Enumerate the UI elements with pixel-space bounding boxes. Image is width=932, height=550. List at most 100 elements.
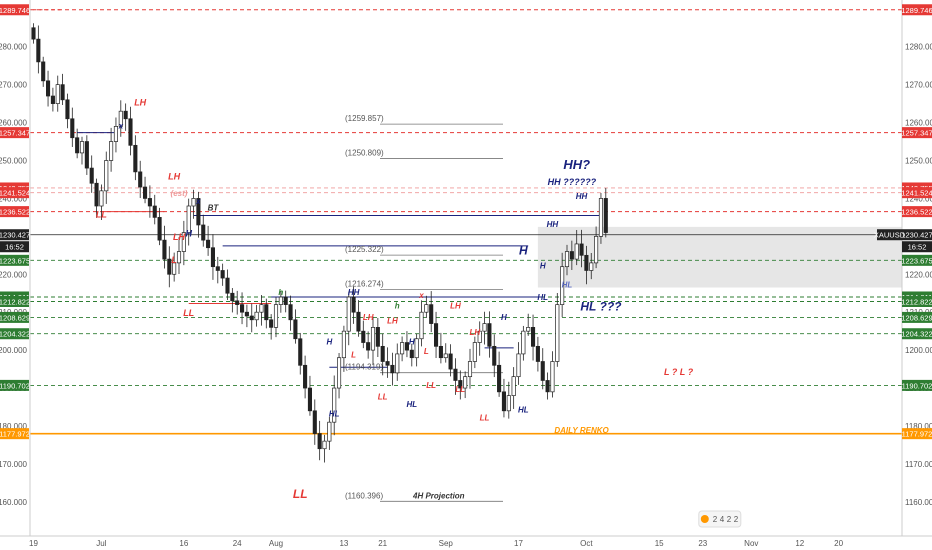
candle[interactable] <box>283 296 288 305</box>
candle[interactable] <box>41 61 46 82</box>
price-tag[interactable] <box>902 295 932 307</box>
candle[interactable] <box>181 232 186 252</box>
candle[interactable] <box>327 421 332 442</box>
candle[interactable] <box>201 224 206 241</box>
candle[interactable] <box>419 311 424 340</box>
candle[interactable] <box>322 440 327 450</box>
price-tag[interactable] <box>0 428 29 440</box>
candle[interactable] <box>264 304 269 321</box>
candle[interactable] <box>574 243 579 260</box>
candle[interactable] <box>550 361 555 393</box>
candle[interactable] <box>128 118 133 146</box>
candle[interactable] <box>380 345 385 362</box>
candle[interactable] <box>438 345 443 359</box>
candle[interactable] <box>467 361 473 378</box>
candle[interactable] <box>60 84 65 101</box>
candle[interactable] <box>530 327 536 347</box>
candle[interactable] <box>307 387 313 412</box>
candle[interactable] <box>516 353 521 378</box>
candle[interactable] <box>196 198 201 226</box>
candle[interactable] <box>31 27 36 40</box>
candle[interactable] <box>240 304 245 313</box>
candle[interactable] <box>167 258 172 275</box>
candle[interactable] <box>589 262 594 271</box>
price-tag[interactable] <box>0 187 29 199</box>
candle[interactable] <box>584 254 589 271</box>
current-price-tag[interactable] <box>902 229 932 241</box>
candle[interactable] <box>540 361 545 381</box>
candle[interactable] <box>482 323 487 332</box>
candle[interactable] <box>303 364 308 389</box>
price-tag[interactable] <box>902 4 932 16</box>
candle[interactable] <box>400 342 405 355</box>
candle[interactable] <box>84 141 89 169</box>
candle[interactable] <box>79 141 85 154</box>
candle[interactable] <box>152 205 157 218</box>
candle[interactable] <box>230 292 235 302</box>
price-tag[interactable] <box>0 311 29 323</box>
candle[interactable] <box>390 364 395 374</box>
candle[interactable] <box>492 345 497 366</box>
candle[interactable] <box>235 300 240 305</box>
candle[interactable] <box>99 190 104 207</box>
candle[interactable] <box>288 304 293 321</box>
price-tag[interactable] <box>902 379 932 391</box>
candle[interactable] <box>487 323 492 347</box>
candle[interactable] <box>172 262 177 275</box>
candle[interactable] <box>254 311 259 321</box>
candle[interactable] <box>118 110 123 127</box>
candle[interactable] <box>448 353 453 370</box>
candle[interactable] <box>138 171 143 188</box>
candle[interactable] <box>356 311 361 332</box>
candle[interactable] <box>366 342 371 351</box>
candle[interactable] <box>186 205 191 233</box>
candle[interactable] <box>341 330 346 359</box>
candle[interactable] <box>157 217 162 241</box>
candle[interactable] <box>312 410 317 434</box>
candle[interactable] <box>259 304 264 313</box>
candle[interactable] <box>501 391 507 412</box>
candle[interactable] <box>361 330 366 343</box>
price-tag[interactable] <box>0 4 29 16</box>
price-tag[interactable] <box>0 127 29 139</box>
price-tag[interactable] <box>902 428 932 440</box>
candle[interactable] <box>65 99 70 120</box>
candle[interactable] <box>429 304 434 324</box>
price-tag[interactable] <box>902 254 932 266</box>
candle[interactable] <box>123 110 128 120</box>
candle[interactable] <box>278 296 283 305</box>
candle[interactable] <box>220 270 225 279</box>
candle[interactable] <box>511 376 516 396</box>
candle[interactable] <box>555 304 560 362</box>
candle[interactable] <box>545 380 550 393</box>
candle[interactable] <box>75 137 80 154</box>
candle[interactable] <box>526 327 531 332</box>
price-tag[interactable] <box>0 295 29 307</box>
candle[interactable] <box>458 380 463 389</box>
candle[interactable] <box>404 342 410 351</box>
candle[interactable] <box>55 84 60 104</box>
candle[interactable] <box>535 345 540 362</box>
candle[interactable] <box>443 353 448 359</box>
candle[interactable] <box>472 342 477 362</box>
candle[interactable] <box>317 433 322 450</box>
candle[interactable] <box>249 315 254 321</box>
candle[interactable] <box>579 243 584 256</box>
candle[interactable] <box>273 304 279 328</box>
candle[interactable] <box>206 239 211 249</box>
price-scale-panel[interactable] <box>902 0 932 536</box>
candle[interactable] <box>506 395 511 412</box>
candle[interactable] <box>45 80 51 97</box>
candle[interactable] <box>70 118 75 139</box>
candle[interactable] <box>89 167 94 184</box>
candle[interactable] <box>414 338 419 359</box>
candle[interactable] <box>521 330 526 355</box>
candle[interactable] <box>598 198 604 237</box>
candle[interactable] <box>50 95 55 104</box>
candle[interactable] <box>424 304 429 313</box>
candle[interactable] <box>133 144 138 173</box>
candle[interactable] <box>351 296 356 313</box>
candle[interactable] <box>298 338 303 366</box>
candle[interactable] <box>215 266 220 271</box>
